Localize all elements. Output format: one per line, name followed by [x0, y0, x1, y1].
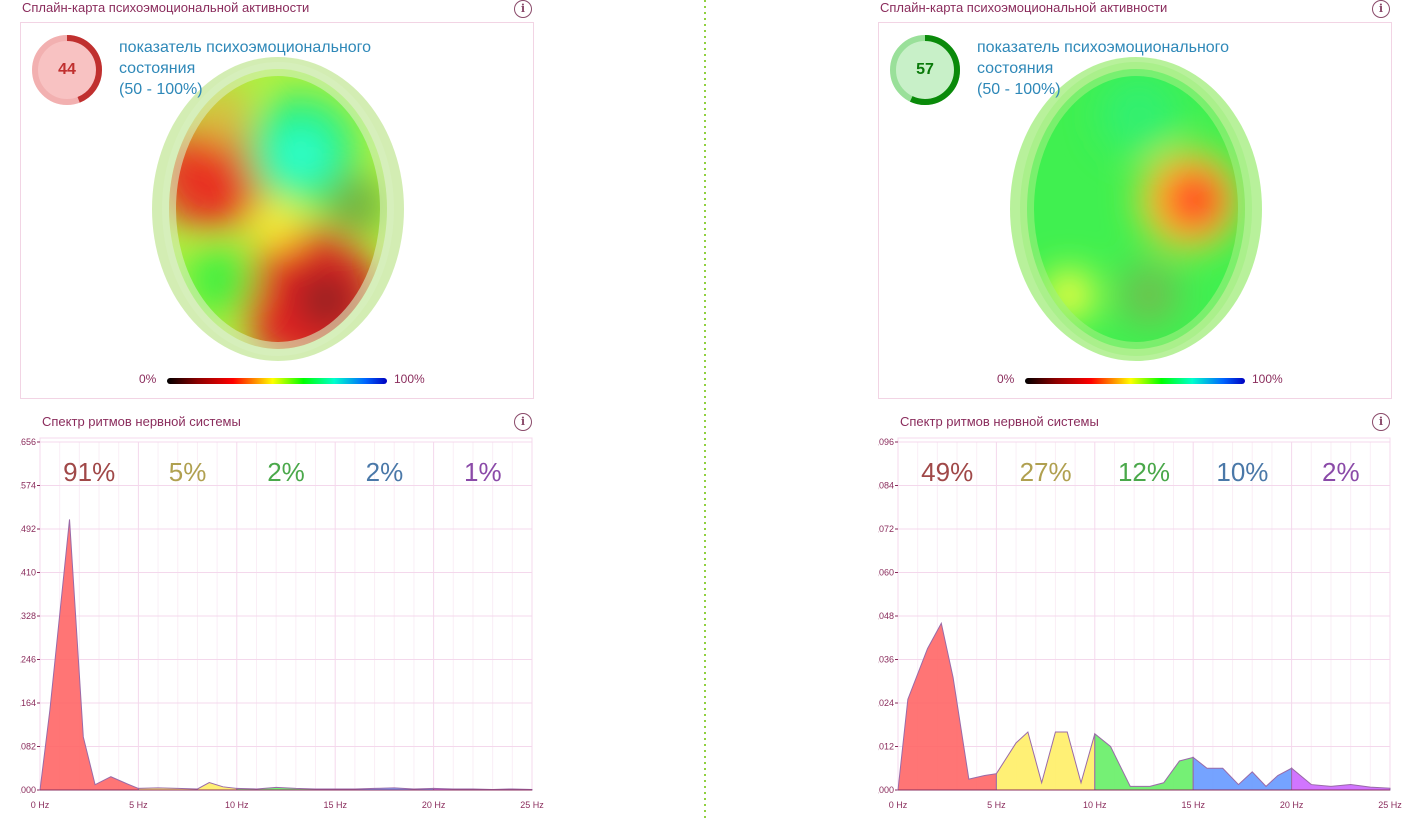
spline-head-map [1010, 57, 1262, 361]
x-tick-label: 20 Hz [1280, 800, 1304, 810]
spline-map-title: Сплайн-карта психоэмоциональной активнос… [22, 0, 310, 15]
spectrum-chart: 0,656 0,574 0,492 0,410 0,328 0,246 0,164 0,082… [20, 437, 544, 810]
y-tick-label: 0,574 [20, 481, 36, 491]
rhythm-percent: 2% [1322, 457, 1360, 487]
gauge-caption-line: (50 - 100%) [119, 81, 203, 98]
y-tick-label: 0,492 [20, 524, 36, 534]
scale-min-label: 0% [997, 372, 1015, 386]
x-tick-label: 25 Hz [520, 800, 544, 810]
gauge-caption-line: (50 - 100%) [977, 81, 1061, 98]
rhythm-percent: 12% [1118, 457, 1170, 487]
y-tick-label: 0,060 [878, 568, 894, 578]
y-tick-label: 0,036 [878, 655, 894, 665]
gauge-arc [890, 35, 960, 105]
info-icon[interactable]: i [514, 0, 532, 18]
spectrum-area-beta [1192, 756, 1293, 791]
gauge-value: 57 [916, 61, 934, 78]
y-tick-label: 0,084 [878, 481, 894, 491]
psycho-gauge [32, 35, 102, 105]
x-tick-label: 0 Hz [889, 800, 908, 810]
spline-map-box: 57 показатель психоэмоционального состоя… [878, 22, 1392, 399]
x-tick-label: 5 Hz [987, 800, 1006, 810]
y-tick-label: 0,024 [878, 698, 894, 708]
y-tick-label: 0,082 [20, 742, 36, 752]
panel-divider [704, 0, 706, 819]
y-tick-label: 0,000 [20, 785, 36, 795]
spectrum-area-theta [995, 731, 1096, 791]
gauge-caption-line: показатель психоэмоционального [119, 39, 372, 56]
spectrum-area-gamma [1291, 767, 1391, 791]
gauge-caption: показатель психоэмоционального состояния… [119, 37, 371, 100]
x-tick-label: 5 Hz [129, 800, 148, 810]
info-icon[interactable]: i [1372, 413, 1390, 431]
rhythm-percent: 2% [267, 457, 305, 487]
y-tick-label: 0,048 [878, 611, 894, 621]
color-scale-bar [167, 378, 387, 384]
x-tick-label: 0 Hz [31, 800, 50, 810]
info-icon[interactable]: i [514, 413, 532, 431]
rhythm-percent: 27% [1020, 457, 1072, 487]
panel-right: Сплайн-карта психоэмоциональной активнос… [878, 0, 1409, 819]
scale-max-label: 100% [1252, 372, 1283, 386]
y-tick-label: 0,246 [20, 655, 36, 665]
y-tick-label: 0,012 [878, 742, 894, 752]
y-tick-label: 0,000 [878, 785, 894, 795]
psycho-gauge [890, 35, 960, 105]
spectrum-area-delta [39, 519, 139, 791]
x-tick-label: 10 Hz [225, 800, 249, 810]
chart-frame [897, 437, 1391, 791]
y-tick-label: 0,072 [878, 524, 894, 534]
x-tick-label: 25 Hz [1378, 800, 1402, 810]
rhythm-percent: 2% [366, 457, 404, 487]
scale-max-label: 100% [394, 372, 425, 386]
y-tick-label: 0,656 [20, 437, 36, 447]
spline-map-title: Сплайн-карта психоэмоциональной активнос… [880, 0, 1168, 15]
x-tick-label: 15 Hz [1181, 800, 1205, 810]
x-tick-label: 20 Hz [422, 800, 446, 810]
gauge-value: 44 [58, 61, 76, 78]
x-tick-label: 10 Hz [1083, 800, 1107, 810]
rhythm-percent: 10% [1216, 457, 1268, 487]
info-icon[interactable]: i [1372, 0, 1390, 18]
gauge-arc [32, 35, 102, 105]
y-tick-label: 0,164 [20, 698, 36, 708]
chart-frame [39, 437, 533, 791]
scale-min-label: 0% [139, 372, 157, 386]
spectrum-chart: 0,096 0,084 0,072 0,060 0,048 0,036 0,024 0,012… [878, 437, 1402, 810]
spectrum-area-alpha [1094, 732, 1194, 791]
rhythm-percent: 1% [464, 457, 502, 487]
gauge-caption-line: состояния [119, 60, 196, 77]
spectrum-title: Спектр ритмов нервной системы [900, 414, 1099, 429]
spectrum-area-theta [137, 782, 238, 791]
color-scale-bar [1025, 378, 1245, 384]
gauge-caption-line: показатель психоэмоционального [977, 39, 1230, 56]
rhythm-percent: 5% [169, 457, 207, 487]
rhythm-percent: 49% [921, 457, 973, 487]
y-tick-label: 0,096 [878, 437, 894, 447]
y-tick-label: 0,328 [20, 611, 36, 621]
spectrum-area-delta [897, 621, 997, 791]
x-tick-label: 15 Hz [323, 800, 347, 810]
spectrum-title: Спектр ритмов нервной системы [42, 414, 241, 429]
gauge-caption: показатель психоэмоционального состояния… [977, 37, 1229, 100]
panel-left: Сплайн-карта психоэмоциональной активнос… [20, 0, 560, 819]
spline-map-box: 44 показатель психоэмоционального состоя… [20, 22, 534, 399]
rhythm-percent: 91% [63, 457, 115, 487]
y-tick-label: 0,410 [20, 568, 36, 578]
gauge-caption-line: состояния [977, 60, 1054, 77]
spline-head-map [152, 57, 404, 361]
